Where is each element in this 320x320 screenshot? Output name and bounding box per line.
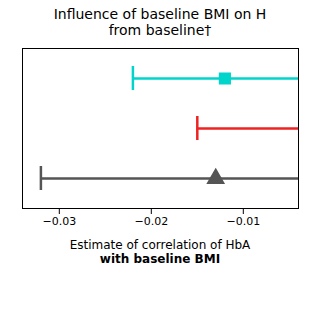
html-text:Influence of baseline BMI on H: Influence of baseline BMI on H (53, 6, 267, 22)
html-text:with baseline BMI: with baseline BMI (99, 252, 221, 266)
html-text:Estimate of correlation of HbA: Estimate of correlation of HbA (69, 238, 251, 252)
html-text:from baseline†: from baseline† (108, 22, 212, 38)
svg-text:−0.01: −0.01 (226, 215, 260, 228)
svg-text:−0.02: −0.02 (134, 215, 168, 228)
svg-text:−0.03: −0.03 (42, 215, 76, 228)
